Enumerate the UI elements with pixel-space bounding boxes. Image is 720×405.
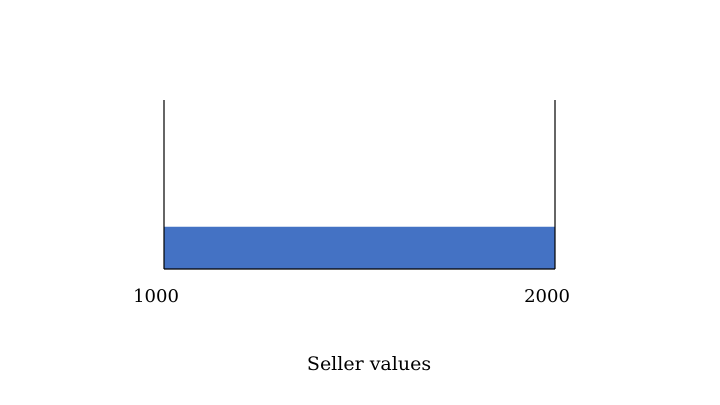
tick-label-min: 1000	[133, 286, 179, 307]
uniform-bar	[164, 226, 555, 269]
x-axis-label: Seller values	[306, 353, 432, 375]
tick-label-max: 2000	[524, 286, 570, 307]
